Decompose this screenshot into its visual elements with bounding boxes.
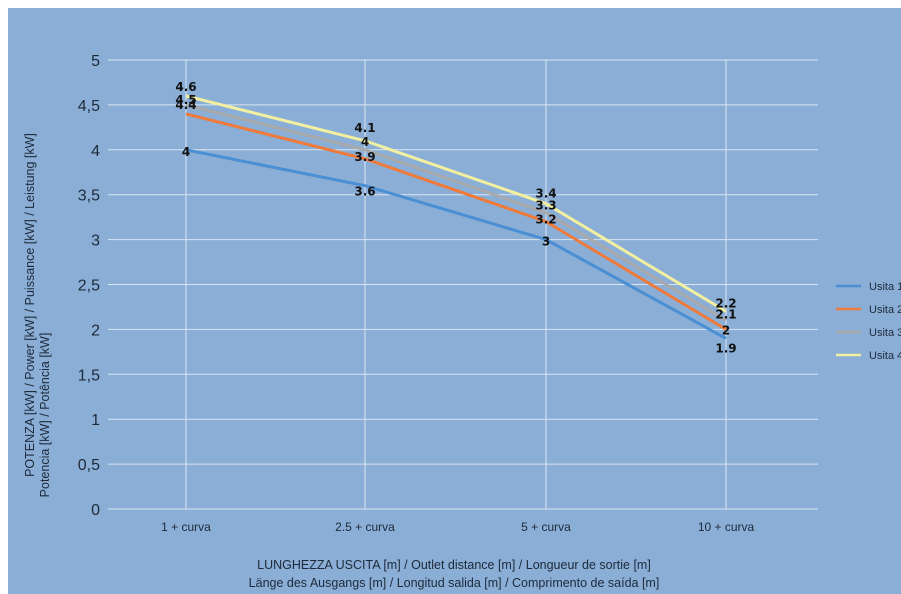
x-tick-label: 5 + curva	[521, 520, 571, 534]
y-tick-label: 4	[91, 143, 100, 160]
y-tick-label: 5	[91, 53, 100, 70]
x-axis-ticks: 1 + curva 2.5 + curva 5 + curva 10 + curva	[161, 520, 754, 534]
x-tick-label: 10 + curva	[698, 520, 755, 534]
data-label: 4.5	[175, 93, 196, 107]
y-tick-label: 1	[91, 412, 100, 429]
y-axis-label-line1: POTENZA [kW] / Power [kW] / Puissance [k…	[23, 133, 37, 477]
legend: Usita 1 Usita 2 Usita 3 Usita 4	[836, 281, 901, 362]
data-label: 3	[542, 235, 550, 249]
data-label: 4.6	[175, 80, 196, 94]
data-label: 4	[361, 135, 369, 149]
data-label: 4.4	[175, 98, 196, 112]
grid	[108, 59, 818, 510]
y-tick-label: 2,5	[78, 278, 100, 295]
data-label: 3.6	[354, 185, 375, 199]
series-line-4	[185, 94, 727, 313]
data-label: 1.9	[715, 341, 736, 355]
data-label: 2.1	[715, 307, 736, 321]
y-tick-label: 0,5	[78, 457, 100, 474]
y-axis-ticks: 0 0,5 1 1,5 2 2,5 3 3,5 4 4,5 5	[78, 53, 100, 519]
y-axis-label-line2: Potencia [kW] / Potência [kW]	[38, 333, 52, 498]
data-label: 3.9	[354, 150, 375, 164]
legend-label: Usita 2	[869, 304, 901, 316]
y-tick-label: 0	[91, 502, 100, 519]
data-label: 2	[722, 323, 730, 337]
data-label: 4.1	[354, 121, 375, 135]
legend-label: Usita 4	[869, 350, 901, 362]
data-label: 3.4	[535, 187, 556, 201]
chart-panel	[8, 8, 901, 594]
x-axis-label-line1: LUNGHEZZA USCITA [m] / Outlet distance […	[257, 558, 651, 572]
data-label: 3.2	[535, 213, 556, 227]
data-label: 2.2	[715, 296, 736, 310]
legend-label: Usita 3	[869, 327, 901, 339]
y-tick-label: 4,5	[78, 98, 100, 115]
series-line-1	[185, 148, 727, 340]
series-line-3	[185, 103, 727, 322]
data-labels: 4 3.6 3 1.9 4.4 3.9 3.2 2 4.5 4 3.3 2.1 4.6 4.1 3.4 2.2	[175, 80, 736, 355]
data-label: 4	[182, 145, 190, 159]
legend-label: Usita 1	[869, 281, 901, 293]
x-tick-label: 2.5 + curva	[335, 520, 395, 534]
y-tick-label: 3	[91, 233, 100, 250]
y-tick-label: 3,5	[78, 188, 100, 205]
x-tick-label: 1 + curva	[161, 520, 211, 534]
y-tick-label: 2	[91, 322, 100, 339]
x-axis-label-line2: Länge des Ausgangs [m] / Longitud salida…	[249, 576, 660, 590]
series-lines	[185, 94, 727, 340]
series-line-2	[185, 112, 727, 331]
y-tick-label: 1,5	[78, 367, 100, 384]
data-label: 3.3	[535, 199, 556, 213]
